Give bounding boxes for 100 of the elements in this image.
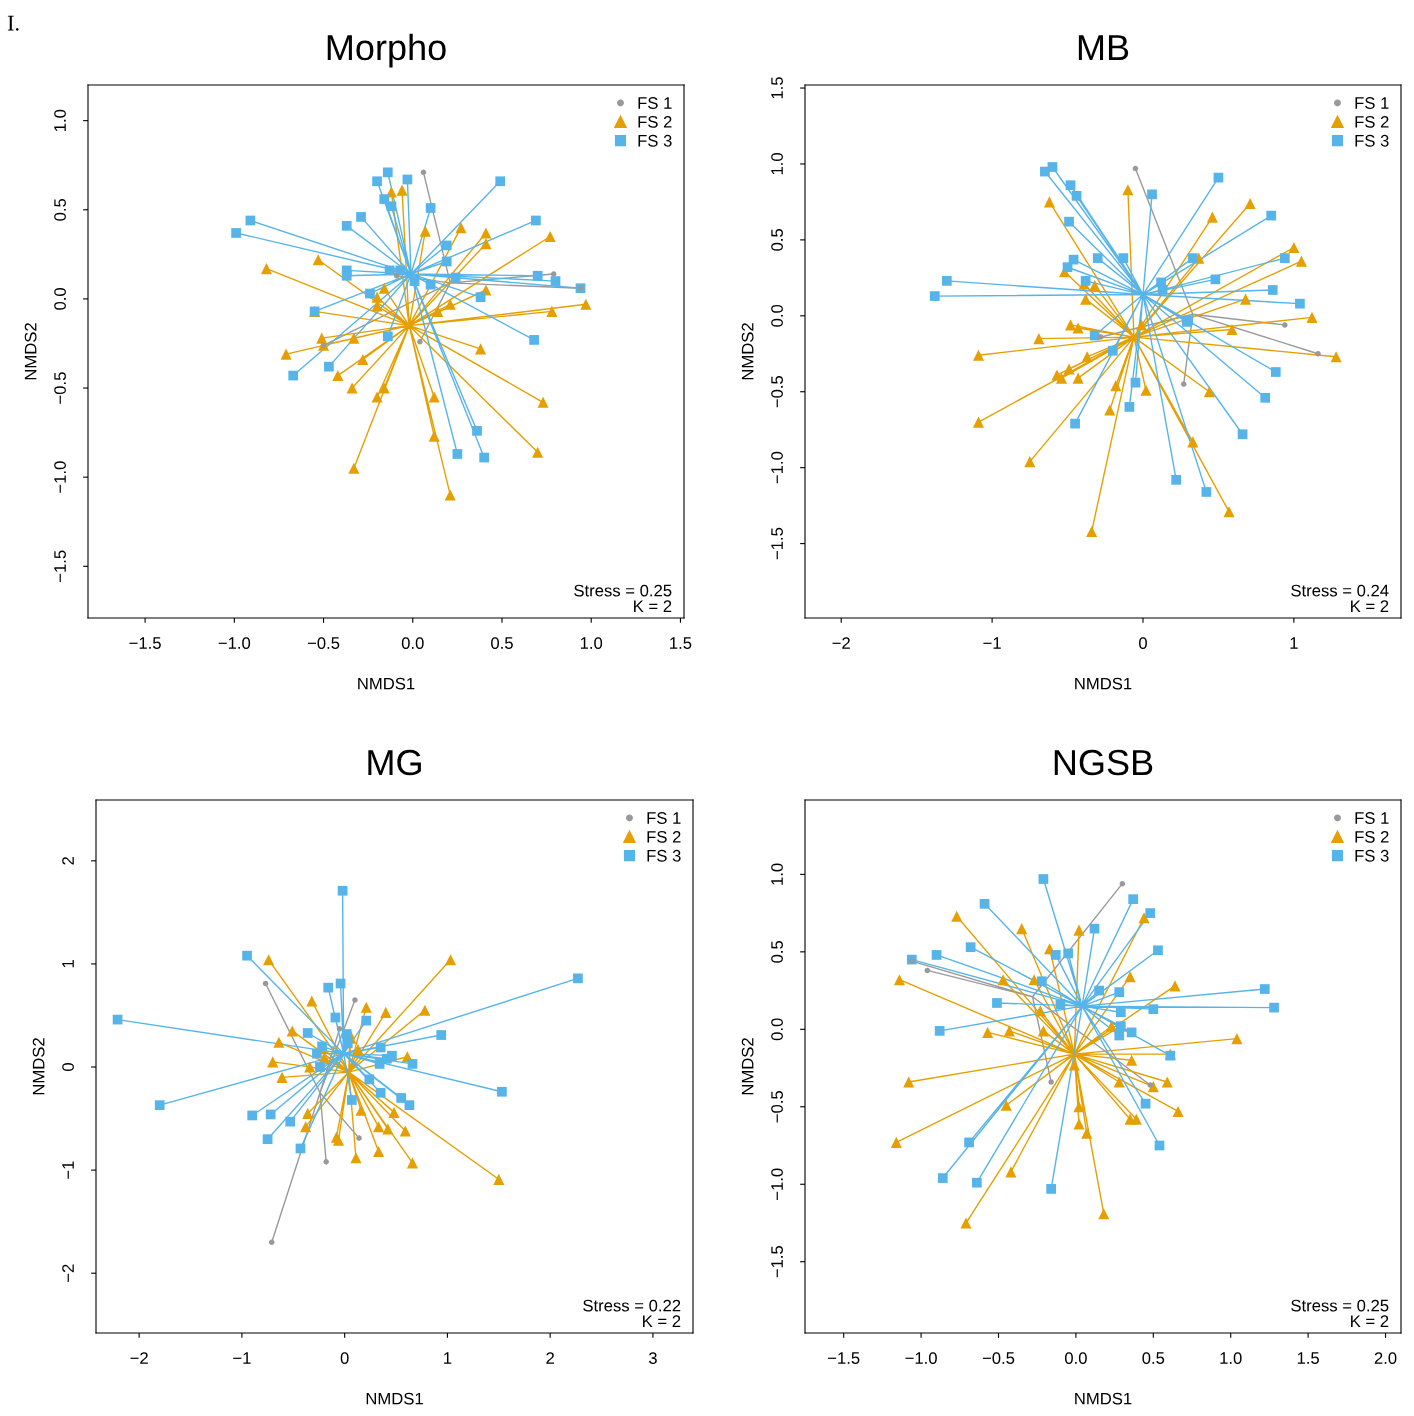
point <box>1153 945 1163 956</box>
point <box>425 279 436 290</box>
point <box>428 391 440 403</box>
point <box>357 353 369 366</box>
chart-title: MB <box>1078 35 1129 60</box>
point <box>373 1146 385 1158</box>
point <box>382 167 393 178</box>
point <box>480 238 492 250</box>
point <box>406 1157 419 1169</box>
y-axis-title: NMDS2 <box>741 323 754 380</box>
x-tick-label: −2 <box>130 1352 148 1364</box>
x-tick-label: 1 <box>1290 637 1298 649</box>
point <box>1203 386 1215 398</box>
point <box>341 220 352 231</box>
point <box>1306 311 1318 323</box>
point <box>285 1116 296 1127</box>
point <box>1237 429 1248 440</box>
point <box>302 1028 313 1038</box>
y-tick-label: 0.5 <box>771 229 783 251</box>
point <box>154 1100 165 1111</box>
y-tick-label: −0.5 <box>54 372 66 404</box>
point <box>409 276 420 286</box>
point <box>428 430 440 442</box>
point <box>247 1110 258 1121</box>
x-tick-label: 1 <box>444 1352 452 1364</box>
point <box>419 1004 431 1016</box>
y-tick-label: 2 <box>62 857 74 865</box>
point <box>1126 1027 1137 1038</box>
point <box>1226 323 1238 336</box>
point <box>341 1029 352 1039</box>
point <box>1172 1105 1184 1117</box>
point <box>288 370 299 381</box>
point <box>1266 210 1277 221</box>
point <box>361 1015 372 1026</box>
point <box>444 489 456 501</box>
point <box>971 1177 982 1188</box>
point <box>1206 211 1218 223</box>
point <box>1080 276 1091 286</box>
point <box>1113 1076 1125 1088</box>
x-tick-label: 2 <box>546 1352 554 1364</box>
point <box>404 1100 415 1111</box>
point <box>472 425 482 436</box>
point <box>350 1152 362 1164</box>
point <box>965 942 976 953</box>
point <box>1140 384 1152 396</box>
point <box>396 184 408 196</box>
x-tick-label: −1.5 <box>828 1352 860 1364</box>
point <box>475 292 486 302</box>
point <box>1081 1127 1093 1139</box>
point <box>425 203 436 213</box>
point <box>979 898 990 909</box>
y-tick-label: −0.5 <box>771 1091 783 1123</box>
point <box>941 276 952 286</box>
point <box>1072 322 1084 334</box>
point <box>337 885 348 896</box>
point <box>342 1038 353 1049</box>
point <box>573 973 583 984</box>
point <box>1260 392 1271 403</box>
point <box>1062 262 1073 273</box>
y-tick-label: −1.5 <box>54 550 66 582</box>
point <box>280 348 292 360</box>
point <box>231 228 241 238</box>
point <box>1024 456 1036 468</box>
point <box>1114 1030 1125 1041</box>
point <box>1128 894 1139 905</box>
x-tick-label: −1.0 <box>905 1352 937 1364</box>
x-tick-label: 0.5 <box>491 637 513 649</box>
x-tick-label: −1 <box>233 1352 251 1364</box>
x-tick-label: 0.0 <box>401 637 424 649</box>
point <box>300 1121 312 1133</box>
point <box>332 370 344 382</box>
point <box>497 1086 507 1097</box>
point <box>1140 1098 1151 1109</box>
point <box>420 169 427 176</box>
point <box>373 1121 385 1133</box>
point <box>937 1173 948 1183</box>
point <box>1064 216 1074 227</box>
point <box>371 391 383 403</box>
point <box>1330 351 1342 363</box>
point <box>1118 253 1129 263</box>
y-tick-label: 0.0 <box>771 304 783 327</box>
point <box>444 954 457 966</box>
point <box>1135 319 1148 331</box>
legend-label: FS 2 <box>638 115 672 128</box>
point <box>382 331 393 342</box>
point <box>355 1104 367 1116</box>
point <box>1092 253 1103 263</box>
chart-title: NGSB <box>1054 749 1153 776</box>
y-tick-label: −1 <box>62 1161 74 1179</box>
point <box>1138 912 1150 924</box>
point <box>1223 506 1235 518</box>
x-tick-label: 0 <box>1139 637 1147 649</box>
point <box>1110 380 1122 392</box>
point <box>1315 351 1321 357</box>
point <box>1147 189 1157 200</box>
point <box>1157 285 1168 295</box>
point <box>1279 253 1290 263</box>
point <box>1145 908 1156 918</box>
point <box>903 1076 915 1088</box>
legend-label: FS 2 <box>1355 830 1389 843</box>
